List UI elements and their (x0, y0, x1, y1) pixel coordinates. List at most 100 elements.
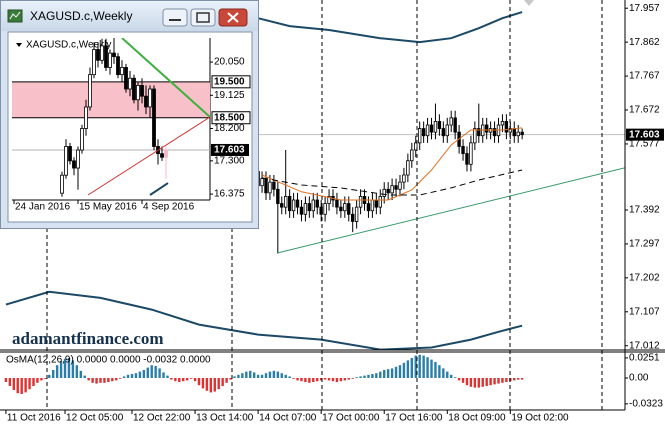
candle-body (406, 160, 410, 176)
current-price-box (626, 128, 664, 141)
candle-body (339, 206, 343, 212)
candle-body (343, 203, 347, 212)
osma-bar (126, 374, 130, 378)
osma-bar (28, 378, 31, 390)
indicator-line (261, 127, 523, 201)
candle-body (425, 124, 430, 137)
candle-body (484, 124, 489, 133)
candle-body (84, 106, 88, 129)
osma-bar (99, 378, 102, 383)
close-glyph (227, 12, 239, 23)
osma-bar (343, 378, 347, 381)
indicator-line (262, 169, 523, 196)
osma-bar (446, 371, 449, 378)
watermark: adamantfinance.com (12, 329, 164, 348)
x-tick-label: 14 Oct 07:00 (259, 413, 317, 424)
maximize-button[interactable] (190, 8, 216, 27)
x-tick-label: 4 Sep 2016 (143, 202, 195, 213)
y-tick-label: 17.202 (629, 272, 660, 283)
osma-bar (410, 358, 414, 378)
inset-window[interactable]: XAGUSD.c,Weekly XAGUSD.c,Weekly 19.500 18… (0, 0, 259, 229)
candle-body (327, 196, 331, 204)
y-tick-label: 17.107 (629, 306, 660, 317)
osma-bar (264, 373, 268, 378)
x-tick-label: 24 Jan 2016 (15, 202, 70, 213)
osma-bar (71, 360, 75, 378)
osma-bar (347, 378, 350, 380)
osma-bar (434, 362, 437, 378)
candle-body (335, 199, 339, 208)
osma-bar (308, 378, 311, 383)
osma-bar (371, 374, 374, 378)
osma-bar (272, 370, 276, 378)
osma-bar (461, 378, 465, 383)
candle-body (72, 160, 76, 169)
osma-bar (465, 378, 469, 386)
current-price-label: 17.603 (214, 145, 245, 156)
osma-bar (213, 378, 216, 392)
candle-body (382, 188, 386, 197)
osma-bar (134, 373, 138, 378)
candle-body (492, 128, 497, 137)
candle-body (116, 56, 120, 76)
osma-bar (44, 378, 47, 379)
x-tick-label: 15 May 2016 (79, 202, 137, 213)
osma-bar (103, 378, 106, 383)
candle-body (80, 128, 84, 151)
y-tick-label: 17.297 (629, 239, 660, 250)
osma-bar (166, 375, 169, 378)
candle-body (473, 128, 477, 144)
osma-bar (477, 378, 480, 388)
osma-bar (63, 358, 67, 378)
osma-bar (221, 378, 224, 386)
x-tick-label: 11 Oct 2016 (7, 413, 61, 424)
x-tick-label: 12 Oct 05:00 (66, 413, 124, 424)
osma-bar (75, 365, 79, 378)
osma-bar (351, 378, 354, 379)
candle-body (303, 203, 308, 215)
osma-bar (197, 378, 201, 386)
price-zone (12, 81, 210, 118)
osma-bar (8, 378, 12, 386)
osma-bar (363, 375, 366, 378)
level-label: 19.500 (214, 76, 245, 87)
candle-body (449, 117, 453, 126)
level-label-box (211, 111, 251, 125)
main-chart: 17.957 17.862 17.767 17.672 17.577 17.392 17.2… (0, 3, 664, 424)
osma-bar (48, 374, 51, 378)
candle-body (370, 199, 375, 212)
candle-body (291, 199, 296, 212)
candle-body (429, 124, 434, 133)
candle-body (402, 174, 406, 183)
y-tick-label: 17.577 (629, 139, 660, 150)
candle-body (374, 199, 379, 208)
candle-body (287, 196, 292, 212)
candle-body (378, 196, 382, 208)
osma-bar (453, 377, 457, 378)
candle-body (280, 203, 284, 208)
osma-bar (249, 370, 252, 378)
osma-bar (87, 378, 90, 381)
minimize-button[interactable] (162, 8, 188, 27)
osma-bar (520, 378, 524, 380)
osma-bar (158, 368, 161, 378)
inset-chart: 19.500 18.500 20.050 19.125 18.200 17.300 16.3… (12, 38, 251, 213)
osma-bar (130, 374, 134, 378)
candle-body (160, 153, 164, 158)
osma-bar (138, 371, 142, 378)
candle-body (144, 95, 148, 108)
osma-bar (268, 371, 272, 378)
osma-bar (154, 366, 157, 378)
candle-body (108, 52, 112, 68)
y-tick-label: 17.012 (629, 340, 660, 351)
osma-bar (241, 373, 244, 378)
candle-body (264, 178, 268, 194)
osma-bar (319, 378, 323, 381)
osma-bar (252, 372, 256, 378)
osma-bar (4, 378, 8, 382)
x-tick-label: 18 Oct 09:00 (448, 413, 506, 424)
candle-body (323, 203, 327, 215)
osma-bar (91, 378, 94, 383)
osma-bar (182, 378, 185, 382)
candle-body (512, 128, 516, 137)
